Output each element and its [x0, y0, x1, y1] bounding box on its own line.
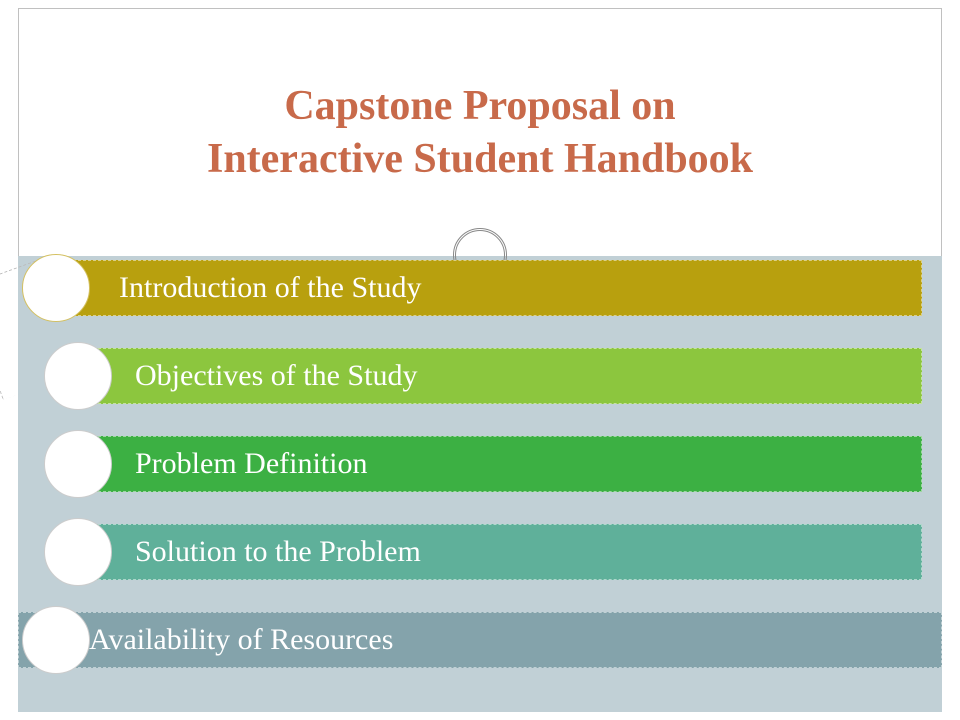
outline-item-label: Availability of Resources — [89, 623, 393, 657]
outline-item-label: Problem Definition — [135, 447, 367, 481]
title-line-1: Capstone Proposal on — [0, 80, 960, 133]
outline-item-bar: Introduction of the Study — [68, 260, 922, 316]
outline-item-bar: Problem Definition — [68, 436, 922, 492]
outline-item-label: Objectives of the Study — [135, 359, 417, 393]
outline-item-bullet-icon — [44, 342, 112, 410]
outline-item-bullet-icon — [22, 254, 90, 322]
outline-item-bullet-icon — [44, 518, 112, 586]
outline-item-bar: Availability of Resources — [18, 612, 942, 668]
outline-item-bullet-icon — [22, 606, 90, 674]
slide-title: Capstone Proposal on Interactive Student… — [0, 80, 960, 185]
outline-item-bullet-icon — [44, 430, 112, 498]
outline-list: Introduction of the Study Objectives of t… — [18, 256, 942, 712]
title-line-2: Interactive Student Handbook — [0, 133, 960, 186]
outline-item-bar: Solution to the Problem — [68, 524, 922, 580]
outline-item-bar: Objectives of the Study — [68, 348, 922, 404]
outline-item-label: Introduction of the Study — [119, 271, 421, 305]
outline-item-label: Solution to the Problem — [135, 535, 421, 569]
